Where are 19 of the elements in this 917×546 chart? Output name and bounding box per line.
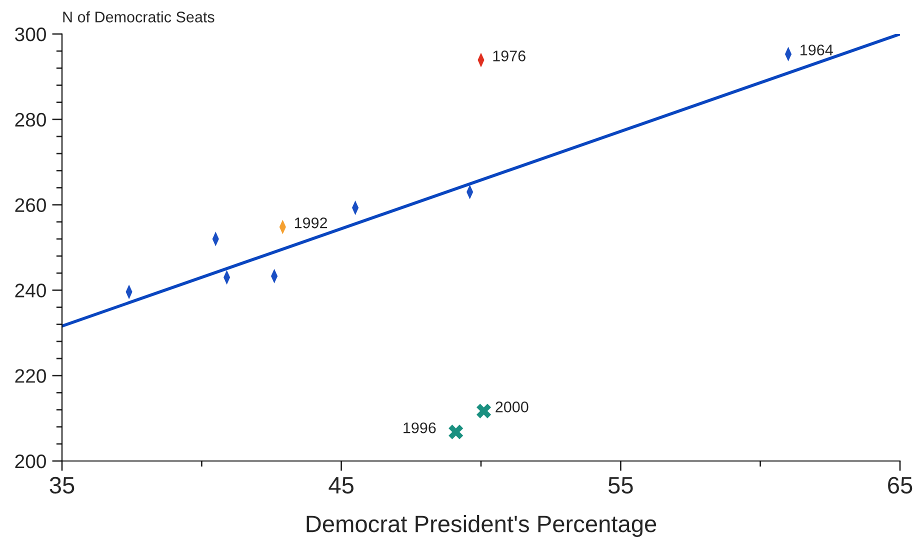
annotation: 1976 — [493, 50, 526, 62]
y-tick-label: 200 — [15, 454, 46, 468]
annotation: 2000 — [496, 402, 528, 412]
y-tick-label: 220 — [15, 369, 46, 383]
y-tick-label: 260 — [15, 198, 46, 212]
annotation: 1996 — [404, 422, 436, 434]
y-tick-label: 240 — [15, 284, 46, 298]
y-axis-title: N of Democratic Seats — [63, 11, 214, 22]
point — [448, 424, 464, 440]
x-tick-label: 55 — [608, 477, 633, 494]
annotation: 1992 — [294, 218, 328, 228]
x-tick-label: 35 — [50, 476, 74, 494]
x-tick-label: 65 — [888, 476, 912, 494]
y-tick-label: 280 — [15, 112, 46, 127]
annotation: 1964 — [800, 44, 833, 56]
x-tick-label: 45 — [328, 477, 354, 494]
x-axis-title: Democrat President's Percentage — [306, 514, 656, 537]
point — [476, 404, 492, 418]
y-tick-label: 300 — [15, 27, 46, 42]
